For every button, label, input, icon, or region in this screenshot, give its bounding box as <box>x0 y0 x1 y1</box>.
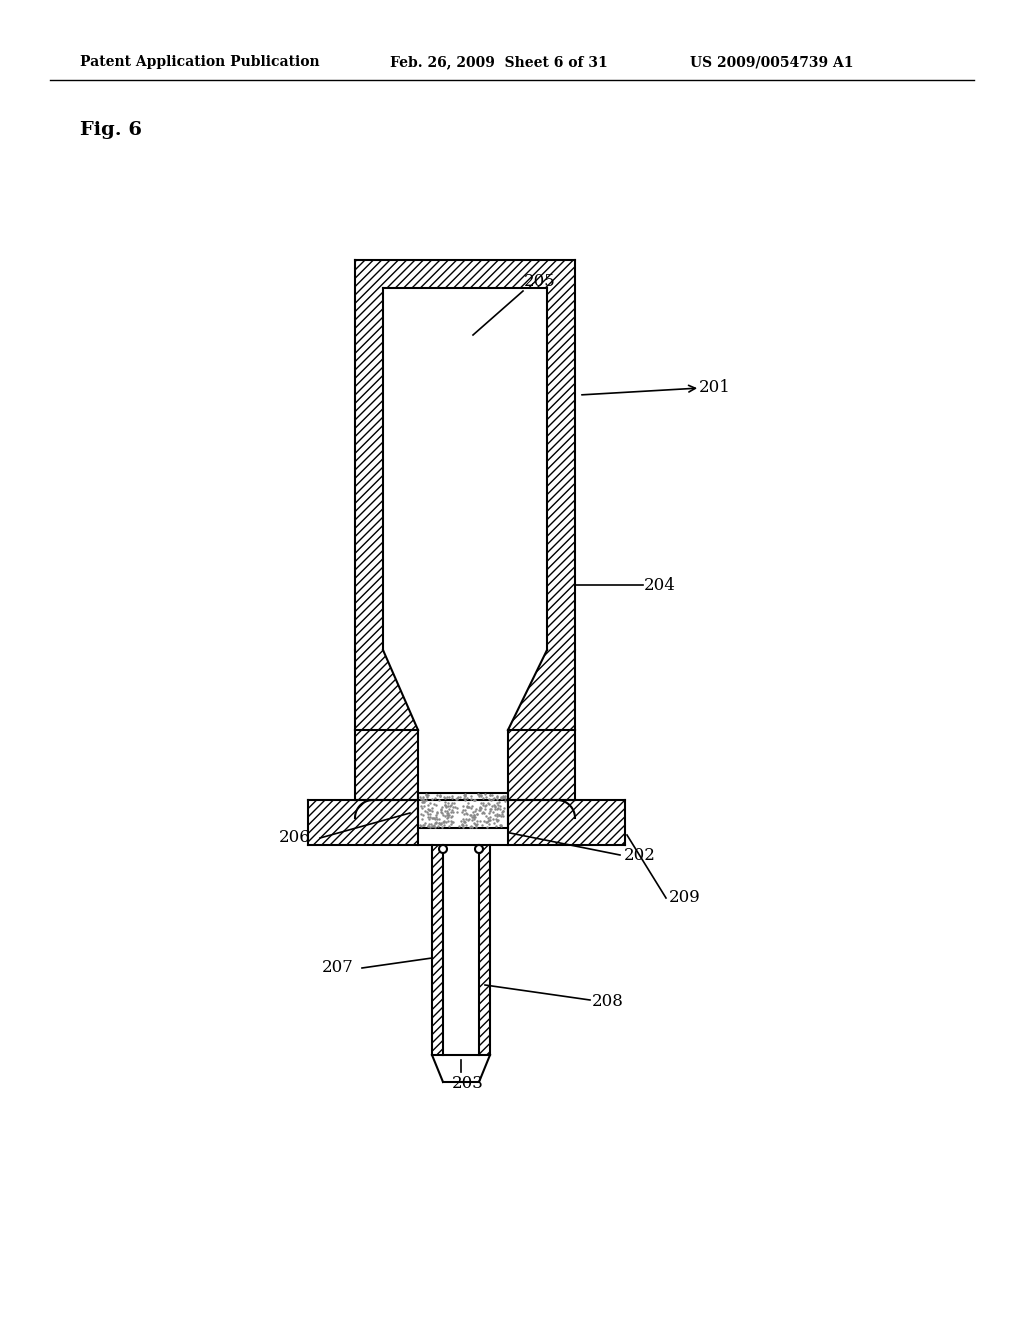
Bar <box>547 260 575 789</box>
Bar <box>383 288 547 649</box>
Bar <box>547 260 575 789</box>
Bar <box>479 845 490 1055</box>
Circle shape <box>475 845 483 853</box>
Bar <box>355 730 418 800</box>
Text: Patent Application Publication: Patent Application Publication <box>80 55 319 69</box>
Text: Feb. 26, 2009  Sheet 6 of 31: Feb. 26, 2009 Sheet 6 of 31 <box>390 55 608 69</box>
Text: 208: 208 <box>592 994 624 1011</box>
Bar <box>355 260 383 789</box>
Text: 201: 201 <box>699 380 731 396</box>
Text: 209: 209 <box>669 890 700 907</box>
Text: 207: 207 <box>323 960 354 977</box>
Bar <box>308 800 625 845</box>
Bar <box>432 845 443 1055</box>
Bar <box>418 793 508 828</box>
Bar <box>308 800 625 845</box>
Polygon shape <box>508 649 575 730</box>
Bar <box>443 845 479 1055</box>
Text: US 2009/0054739 A1: US 2009/0054739 A1 <box>690 55 853 69</box>
Circle shape <box>439 845 447 853</box>
Text: 205: 205 <box>524 273 556 290</box>
Bar <box>355 260 383 789</box>
Text: 206: 206 <box>280 829 311 846</box>
Bar <box>508 730 575 800</box>
Text: 202: 202 <box>624 846 656 863</box>
Bar <box>479 845 490 1055</box>
Text: 204: 204 <box>644 577 676 594</box>
Bar <box>355 260 575 288</box>
Bar <box>418 800 508 845</box>
Bar <box>355 730 418 800</box>
Polygon shape <box>355 649 418 730</box>
Bar <box>432 845 443 1055</box>
Text: Fig. 6: Fig. 6 <box>80 121 142 139</box>
Bar <box>418 730 508 800</box>
Bar <box>355 260 575 288</box>
Text: 203: 203 <box>452 1074 484 1092</box>
Bar <box>508 730 575 800</box>
